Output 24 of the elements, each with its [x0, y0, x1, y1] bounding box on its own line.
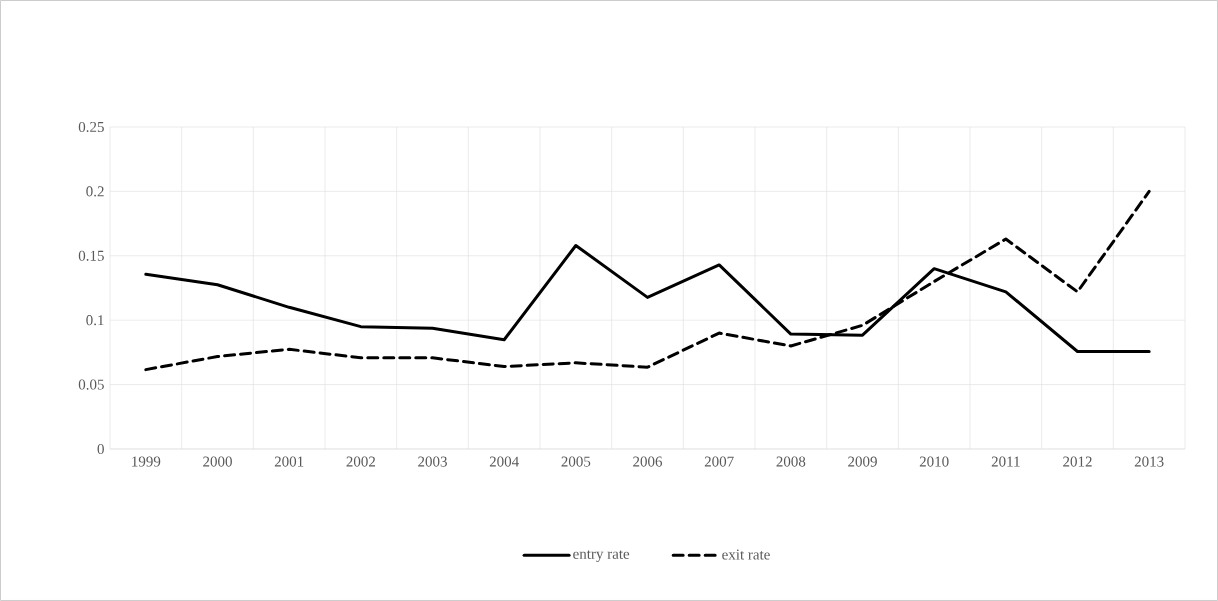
x-tick-label: 2013	[1134, 456, 1164, 467]
x-tick-label: 2006	[633, 456, 663, 467]
x-tick-label: 2010	[919, 456, 949, 467]
legend-label: entry rate	[573, 550, 630, 562]
y-tick-label: 0.2	[86, 186, 104, 197]
y-tick-label: 0.05	[78, 379, 104, 390]
x-tick-label: 2009	[848, 456, 877, 467]
y-tick-label: 0.1	[86, 315, 104, 326]
x-tick-label: 2004	[489, 456, 519, 467]
x-tick-label: 2012	[1063, 456, 1092, 467]
x-tick-label: 1999	[132, 456, 161, 467]
line-series	[144, 189, 1151, 372]
y-tick-label: 0	[97, 443, 104, 455]
x-tick-label: 2003	[418, 456, 447, 467]
y-tick-label: 0.25	[78, 121, 104, 133]
x-tick-label: 2007	[704, 456, 734, 467]
x-tick-label: 2001	[274, 456, 304, 467]
legend-label: exit rate	[722, 549, 770, 560]
x-tick-label: 2005	[561, 456, 591, 467]
x-tick-label: 2000	[203, 456, 232, 467]
x-tick-label: 2008	[776, 456, 806, 467]
x-tick-label: 2002	[346, 456, 375, 467]
x-tick-label: 2011	[991, 456, 1020, 467]
y-tick-label: 0.15	[78, 250, 104, 261]
